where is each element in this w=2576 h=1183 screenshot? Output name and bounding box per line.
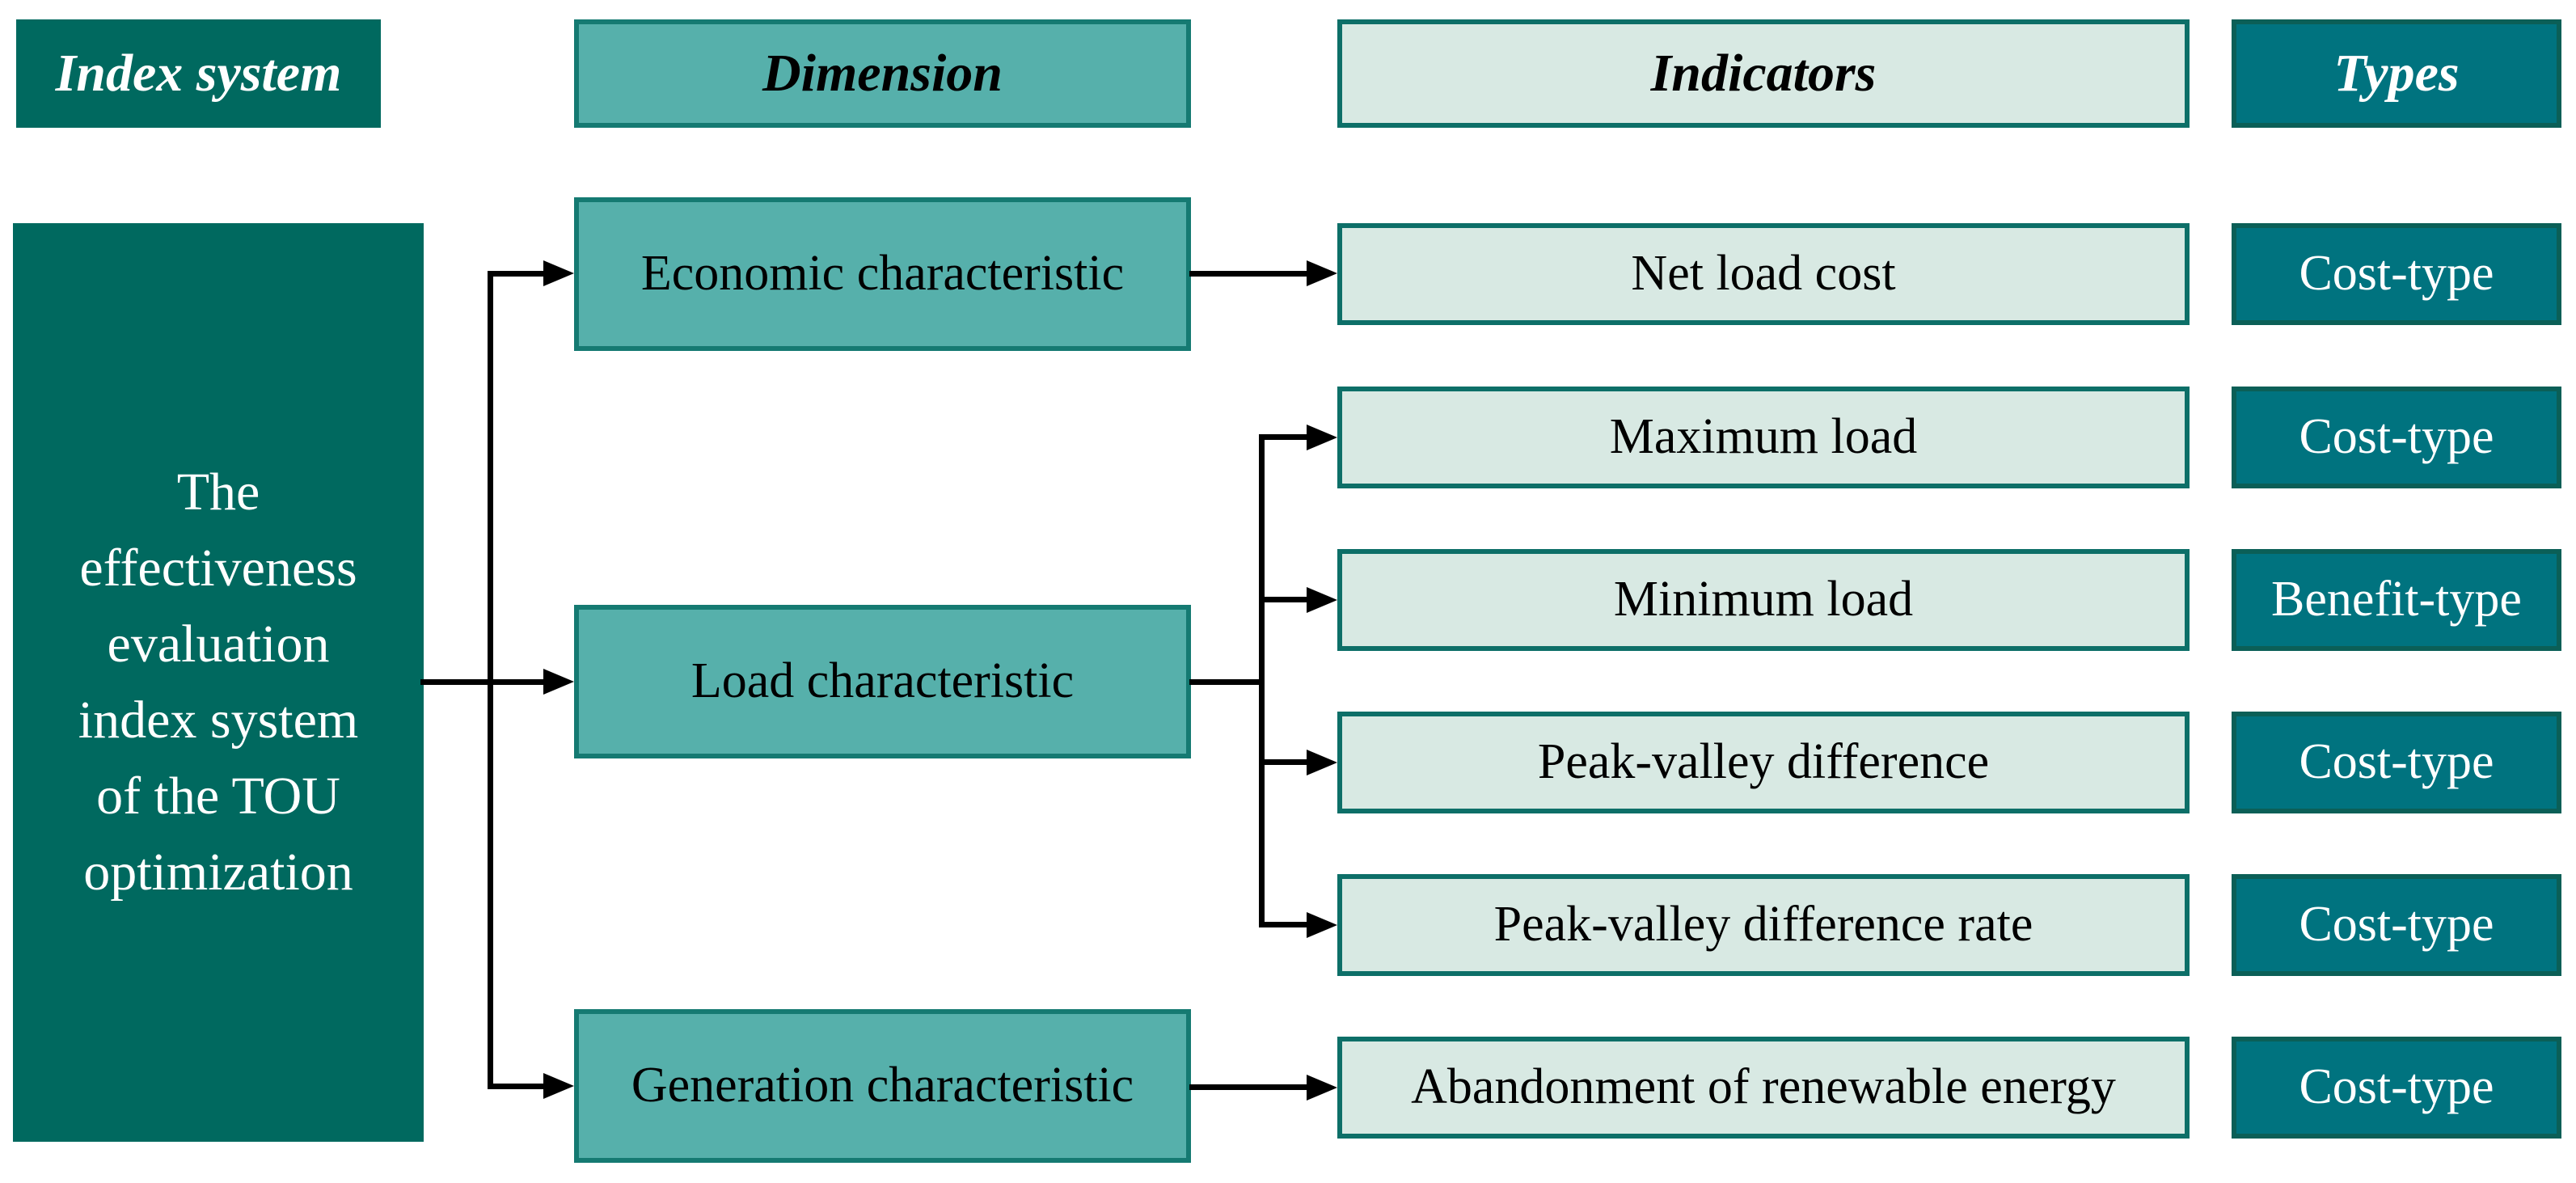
header-index-system: Index system xyxy=(16,19,381,128)
indicator-node-peak-valley-difference-rate: Peak-valley difference rate xyxy=(1337,874,2190,976)
indicator-node-maximum-load: Maximum load xyxy=(1337,387,2190,488)
dimension-node-economic: Economic characteristic xyxy=(574,197,1191,351)
connector-to-generation-line xyxy=(488,1084,545,1089)
connector-to-peak-valley-difference-arrowhead xyxy=(1307,750,1337,775)
header-indicators: Indicators xyxy=(1337,19,2190,128)
type-node-peak-valley-difference-rate: Cost-type xyxy=(2232,874,2561,976)
connector-to-peak-valley-difference-rate-line xyxy=(1259,922,1308,927)
connector-to-maximum-load-arrowhead xyxy=(1307,425,1337,450)
indicator-node-minimum-load: Minimum load xyxy=(1337,549,2190,651)
connector-root-trunk xyxy=(488,271,493,1089)
connector-to-generation-arrowhead xyxy=(543,1073,574,1099)
type-node-abandonment-renewable: Cost-type xyxy=(2232,1037,2561,1139)
connector-load-trunk xyxy=(1259,434,1265,927)
type-node-maximum-load: Cost-type xyxy=(2232,387,2561,488)
connector-to-maximum-load-line xyxy=(1259,434,1308,440)
connector-to-minimum-load-line xyxy=(1259,597,1308,602)
connector-to-peak-valley-difference-rate-arrowhead xyxy=(1307,912,1337,938)
connector-generation-to-abandonment-arrowhead xyxy=(1307,1075,1337,1101)
header-dimension: Dimension xyxy=(574,19,1191,128)
dimension-node-generation: Generation characteristic xyxy=(574,1009,1191,1163)
connector-to-economic-arrowhead xyxy=(543,260,574,286)
connector-to-minimum-load-arrowhead xyxy=(1307,587,1337,613)
type-node-net-load-cost: Cost-type xyxy=(2232,223,2561,325)
root-node-label: The effectiveness evaluation index syste… xyxy=(78,463,359,902)
connector-economic-to-netloadcost-arrowhead xyxy=(1307,260,1337,286)
type-node-peak-valley-difference: Cost-type xyxy=(2232,712,2561,813)
root-node: The effectiveness evaluation index syste… xyxy=(13,223,424,1142)
connector-generation-to-abandonment-line xyxy=(1189,1084,1308,1090)
indicator-node-net-load-cost: Net load cost xyxy=(1337,223,2190,325)
connector-load-stub xyxy=(1189,679,1265,685)
connector-to-economic-line xyxy=(488,271,545,277)
connector-economic-to-netloadcost-line xyxy=(1189,271,1308,277)
indicator-node-peak-valley-difference: Peak-valley difference xyxy=(1337,712,2190,813)
connector-to-peak-valley-difference-line xyxy=(1259,759,1308,765)
header-types: Types xyxy=(2232,19,2561,128)
connector-root-to-load-arrowhead xyxy=(543,669,574,695)
type-node-minimum-load: Benefit-type xyxy=(2232,549,2561,651)
indicator-node-abandonment-renewable: Abandonment of renewable energy xyxy=(1337,1037,2190,1139)
dimension-node-load: Load characteristic xyxy=(574,605,1191,758)
connector-root-to-load-line xyxy=(420,679,545,685)
